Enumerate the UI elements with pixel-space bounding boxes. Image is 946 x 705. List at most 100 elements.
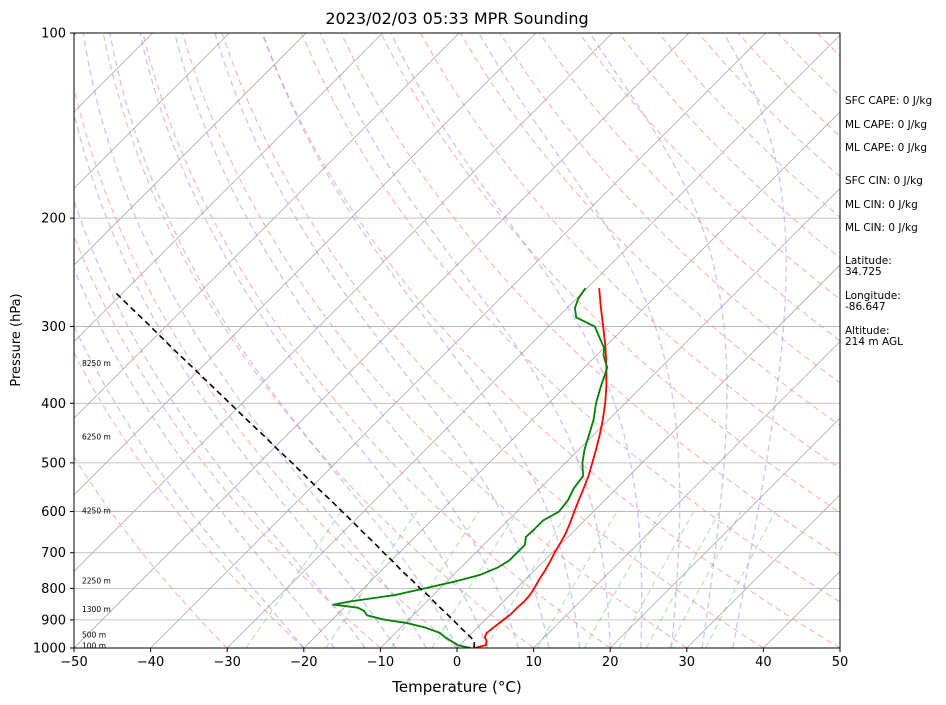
- y-axis-label: Pressure (hPa): [9, 293, 24, 386]
- moist-adiabat: [723, 33, 787, 648]
- dry-adiabat: [181, 33, 688, 648]
- x-tick-label: −30: [213, 655, 240, 670]
- mixing-ratio-line: [484, 511, 569, 648]
- isotherm: [74, 33, 307, 266]
- height-label: 1300 m: [82, 605, 111, 614]
- mixing-ratio-line: [645, 511, 720, 648]
- moist-adiabat: [589, 33, 728, 648]
- moist-adiabat: [173, 33, 519, 648]
- stat-sfc-cin: SFC CIN: 0 J/kg: [845, 175, 923, 187]
- moist-adiabat: [139, 33, 489, 648]
- temperature-line: [473, 288, 608, 648]
- moist-adiabat: [74, 198, 366, 648]
- stat-ml-cin-2: ML CIN: 0 J/kg: [845, 222, 918, 234]
- dry-adiabat: [261, 33, 840, 648]
- dry-adiabat: [74, 234, 381, 648]
- isotherm: [74, 33, 230, 189]
- latitude-value: 34.725: [845, 266, 882, 278]
- altitude-value: 214 m AGL: [845, 336, 903, 348]
- x-tick-label: 0: [453, 655, 461, 670]
- height-label: 6250 m: [82, 433, 111, 442]
- height-label: 500 m: [82, 631, 106, 640]
- dry-adiabat: [221, 33, 764, 648]
- data-lines: [115, 287, 609, 648]
- mixing-ratio-line: [325, 511, 418, 648]
- stat-ml-cape: ML CAPE: 0 J/kg: [845, 119, 928, 131]
- x-tick-label: −50: [60, 655, 87, 670]
- isotherm: [74, 33, 460, 419]
- height-label: 2250 m: [82, 577, 111, 586]
- isotherm: [380, 187, 840, 648]
- mixing-ratio-line: [431, 511, 518, 648]
- mixing-ratio-line: [536, 511, 618, 648]
- isotherm: [533, 341, 840, 648]
- y-tick-label: 100: [41, 27, 66, 42]
- isotherm: [609, 417, 840, 648]
- x-tick-label: −20: [290, 655, 317, 670]
- x-tick-label: 20: [602, 655, 619, 670]
- dry-adiabat: [102, 33, 534, 648]
- isotherm: [74, 33, 383, 343]
- pressure-grid: [74, 32, 840, 649]
- y-tick-label: 500: [41, 456, 66, 471]
- stat-ml-cape-2: ML CAPE: 0 J/kg: [845, 142, 928, 154]
- y-tick-label: 600: [41, 505, 66, 520]
- y-tick-label: 1000: [33, 642, 66, 657]
- mixing-ratio-line: [668, 511, 742, 648]
- isotherm: [74, 33, 613, 572]
- moist-adiabat: [390, 33, 643, 648]
- moist-adiabat: [109, 33, 458, 648]
- y-tick-label: 200: [41, 212, 66, 227]
- x-tick-label: 50: [832, 655, 849, 670]
- height-label: 100 m: [82, 642, 106, 651]
- y-tick-label: 700: [41, 546, 66, 561]
- dewpoint-line: [332, 287, 609, 648]
- height-label: 8250 m: [82, 359, 111, 368]
- mixing-ratio-line: [618, 511, 695, 648]
- dry-adiabat: [142, 33, 611, 648]
- height-label: 4250 m: [82, 507, 111, 516]
- moist-adiabat: [478, 33, 681, 648]
- height-labels: 100 m 500 m 1300 m 2250 m 4250 m 6250 m 8250 m: [82, 359, 111, 651]
- isotherm: [74, 33, 537, 496]
- x-tick-label: 10: [525, 655, 542, 670]
- x-tick-label: 40: [755, 655, 772, 670]
- mixing-ratio-line: [390, 511, 480, 648]
- isotherm: [150, 33, 766, 648]
- y-tick-label: 900: [41, 613, 66, 628]
- x-axis: −50 −40 −30 −20 −10 0 10 20 30 40 50: [60, 648, 848, 670]
- longitude-value: -86.647: [845, 301, 886, 313]
- moist-adiabat: [82, 33, 427, 648]
- moist-adiabat: [262, 33, 581, 648]
- moist-adiabat: [74, 266, 335, 648]
- x-tick-label: −40: [137, 655, 164, 670]
- isotherm: [74, 33, 690, 648]
- isotherm: [303, 111, 840, 648]
- x-axis-label: Temperature (°C): [391, 678, 521, 696]
- latitude-label: Latitude:: [845, 255, 892, 267]
- chart-title: 2023/02/03 05:33 MPR Sounding: [325, 9, 588, 28]
- dry-adiabat: [74, 351, 305, 648]
- mixing-ratio-line: [245, 511, 342, 648]
- moist-adiabat: [319, 33, 611, 648]
- mixing-ratio-line: [705, 511, 776, 648]
- dry-adiabat: [74, 84, 458, 648]
- stat-sfc-cape: SFC CAPE: 0 J/kg: [845, 95, 933, 107]
- mixing-ratio-line: [583, 511, 662, 648]
- isotherm: [226, 34, 840, 648]
- isotherm: [686, 494, 840, 648]
- moist-adiabat: [214, 33, 550, 648]
- stat-ml-cin: ML CIN: 0 J/kg: [845, 199, 918, 211]
- moist-adiabat: [74, 110, 397, 648]
- altitude-label: Altitude:: [845, 325, 890, 337]
- longitude-label: Longitude:: [845, 290, 901, 302]
- y-tick-label: 300: [41, 320, 66, 335]
- y-tick-label: 400: [41, 397, 66, 412]
- x-tick-label: −10: [367, 655, 394, 670]
- y-tick-label: 800: [41, 582, 66, 597]
- dry-adiabat: [74, 455, 228, 648]
- y-axis: 100 200 300 400 500 600 700 800 900 1000: [33, 27, 74, 657]
- plot-frame: [73, 32, 841, 649]
- x-tick-label: 30: [679, 655, 696, 670]
